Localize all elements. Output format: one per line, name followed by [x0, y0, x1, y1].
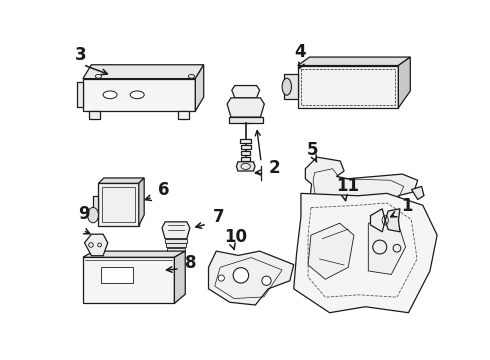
Text: 3: 3	[75, 46, 87, 64]
Polygon shape	[227, 98, 264, 117]
Polygon shape	[165, 239, 187, 243]
Ellipse shape	[262, 276, 271, 285]
Polygon shape	[236, 162, 255, 171]
Polygon shape	[162, 222, 190, 239]
Ellipse shape	[88, 207, 98, 223]
Ellipse shape	[233, 267, 248, 283]
Bar	[241, 151, 250, 155]
Polygon shape	[139, 178, 144, 226]
Polygon shape	[98, 183, 139, 226]
Polygon shape	[178, 111, 189, 119]
Text: 2: 2	[269, 158, 281, 176]
Text: 7: 7	[212, 208, 224, 226]
Bar	[242, 163, 249, 167]
Polygon shape	[168, 253, 184, 256]
Polygon shape	[83, 251, 185, 257]
Polygon shape	[77, 82, 83, 107]
Polygon shape	[83, 78, 196, 111]
Polygon shape	[229, 117, 263, 123]
Ellipse shape	[188, 75, 195, 78]
Polygon shape	[294, 193, 437, 313]
Polygon shape	[368, 220, 406, 275]
Bar	[241, 145, 251, 149]
Bar	[240, 139, 251, 143]
Bar	[242, 157, 250, 161]
Polygon shape	[89, 111, 100, 119]
Polygon shape	[166, 243, 186, 247]
Polygon shape	[84, 234, 108, 256]
Polygon shape	[284, 74, 297, 99]
Polygon shape	[232, 86, 260, 98]
Text: 11: 11	[336, 177, 359, 195]
Text: 10: 10	[224, 228, 247, 246]
Text: 4: 4	[294, 43, 305, 61]
Polygon shape	[308, 223, 354, 279]
Text: 1: 1	[401, 197, 412, 215]
Polygon shape	[297, 66, 398, 108]
Text: 8: 8	[185, 254, 197, 272]
Text: 9: 9	[78, 205, 90, 223]
Ellipse shape	[130, 91, 144, 99]
Polygon shape	[209, 251, 294, 305]
Polygon shape	[93, 196, 98, 219]
Polygon shape	[83, 65, 204, 78]
Polygon shape	[174, 251, 185, 303]
Polygon shape	[305, 157, 418, 215]
Polygon shape	[196, 65, 204, 111]
Bar	[101, 266, 133, 283]
Ellipse shape	[282, 78, 292, 95]
Text: 6: 6	[158, 181, 170, 199]
Polygon shape	[167, 248, 185, 252]
Polygon shape	[297, 57, 410, 66]
Polygon shape	[398, 57, 410, 108]
Text: 5: 5	[307, 141, 318, 159]
Polygon shape	[385, 209, 400, 232]
Ellipse shape	[218, 275, 224, 281]
Polygon shape	[370, 209, 385, 232]
Ellipse shape	[96, 75, 101, 78]
Polygon shape	[412, 186, 424, 199]
Polygon shape	[98, 178, 144, 183]
Polygon shape	[83, 257, 174, 303]
Ellipse shape	[103, 91, 117, 99]
Bar	[102, 187, 135, 222]
